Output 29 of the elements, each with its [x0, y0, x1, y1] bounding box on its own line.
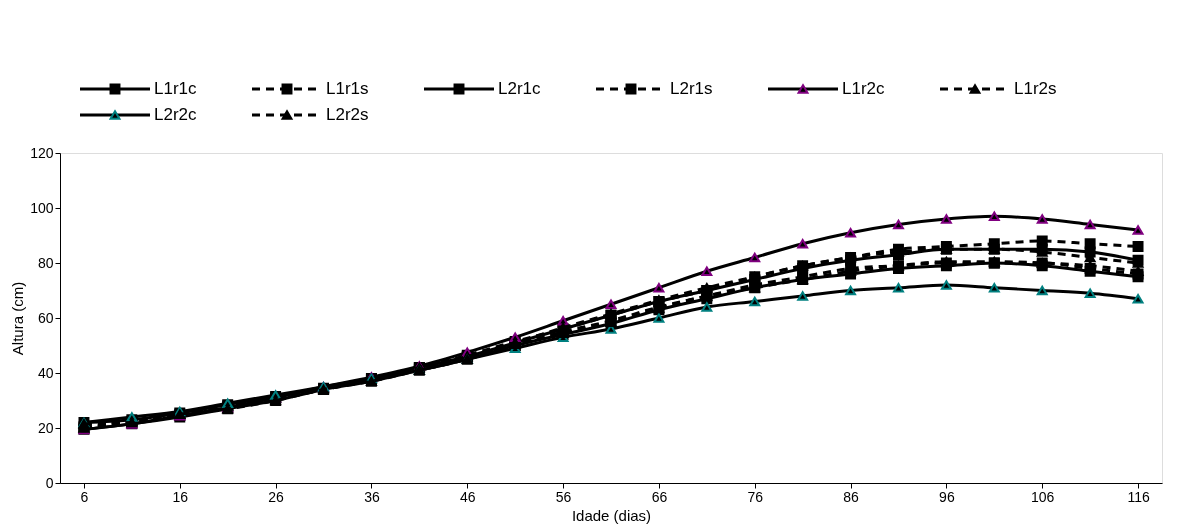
y-tick-label: 80	[37, 254, 54, 271]
y-tick-label: 20	[37, 419, 54, 436]
y-tick-label: 40	[37, 364, 54, 381]
y-tick-label: 120	[30, 144, 54, 161]
legend-label: L1r1s	[326, 79, 369, 98]
x-tick-label: 26	[268, 488, 285, 505]
legend-label: L1r2c	[842, 79, 886, 98]
x-tick-label: 96	[939, 488, 955, 505]
x-tick-label: 36	[364, 488, 380, 505]
legend-label: L2r2c	[154, 105, 198, 124]
x-tick-label: 116	[1127, 488, 1150, 505]
x-tick-label: 56	[555, 488, 572, 505]
legend-label: L2r1s	[670, 79, 713, 98]
y-tick-label: 60	[37, 309, 54, 326]
x-tick-label: 86	[843, 488, 860, 505]
y-axis-title: Altura (cm)	[9, 281, 27, 356]
y-tick-label: 0	[45, 474, 54, 491]
legend-label: L1r1c	[154, 79, 198, 98]
x-tick-label: 76	[747, 488, 764, 505]
x-tick-label: 16	[172, 488, 189, 505]
x-tick-label: 66	[651, 488, 668, 505]
x-tick-label: 46	[459, 488, 476, 505]
legend-label: L1r2s	[1014, 79, 1057, 98]
legend-label: L2r1c	[498, 79, 542, 98]
legend-label: L2r2s	[326, 105, 369, 124]
y-tick-label: 100	[30, 199, 54, 216]
x-tick-label: 6	[80, 488, 89, 505]
x-tick-label: 106	[1031, 488, 1055, 505]
x-axis-title: Idade (dias)	[571, 506, 652, 524]
